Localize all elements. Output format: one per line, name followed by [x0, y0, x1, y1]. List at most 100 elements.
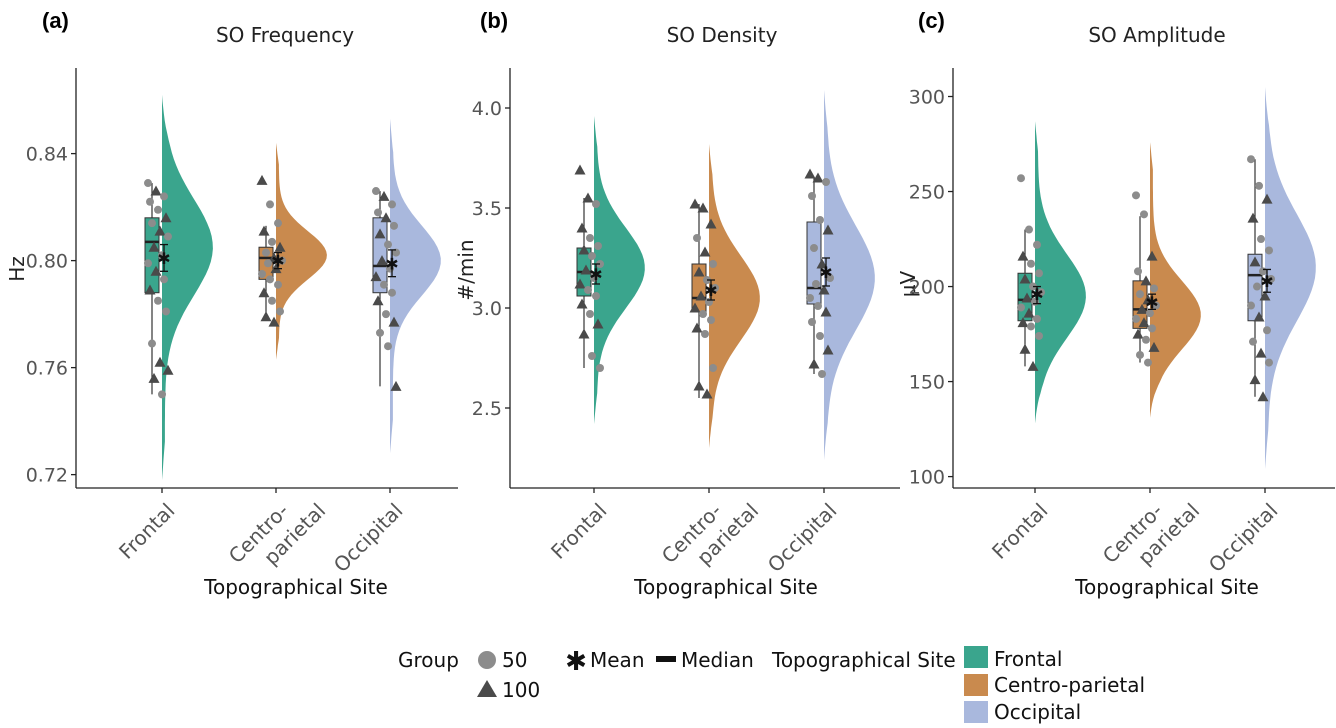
- panel-b-point-triangle: [699, 246, 711, 257]
- panel-a-xtick-label-line: Frontal: [114, 498, 179, 563]
- panel-a-point-triangle: [268, 316, 280, 327]
- panel-c-point-circle: [1017, 303, 1025, 312]
- panel-c-point-circle: [1265, 358, 1273, 367]
- panel-a-xtick-label-centro-parietal: Centro-parietal: [224, 498, 330, 569]
- panel-b-frontal-group: Frontal ✱: [546, 116, 645, 564]
- panel-a-mean-marker: ✱: [157, 249, 170, 268]
- panel-a-point-triangle: [258, 225, 270, 236]
- panel-a-point-circle: [278, 256, 286, 265]
- panel-b-point-triangle: [574, 278, 586, 289]
- panel-a-ytick-label: 0.72: [26, 465, 68, 487]
- panel-c-letter: (c): [918, 8, 945, 33]
- panel-a-point-triangle: [148, 241, 160, 252]
- panel-c-point-circle: [1136, 350, 1144, 359]
- panel-c-xlabel: Topographical Site: [1074, 575, 1259, 599]
- panel-a-point-circle: [380, 280, 388, 289]
- legend-mean-asterisk-icon: ✱: [565, 647, 587, 677]
- panel-c-point-circle: [1253, 282, 1261, 291]
- panel-c-point-triangle: [1247, 212, 1259, 223]
- panel-b-point-triangle: [705, 218, 717, 229]
- panel-a-point-triangle: [370, 271, 382, 282]
- panel-a-point-triangle: [258, 287, 270, 298]
- panel-b-xtick-label-line: Occipital: [763, 498, 842, 577]
- panel-b-point-circle: [693, 234, 701, 242]
- panel-a-point-circle: [144, 179, 152, 188]
- panel-c-point-triangle: [1142, 294, 1154, 305]
- panel-c: (c) SO Amplitude µV Topographical Site: [896, 8, 1259, 599]
- panel-c-ytick-label: 200: [909, 277, 945, 299]
- panel-c-point-triangle: [1257, 391, 1269, 402]
- panel-a-centro-parietal-group: Centro-parietal ✱: [224, 142, 330, 570]
- panel-a-point-circle: [162, 307, 170, 316]
- panel-a-point-circle: [390, 221, 398, 230]
- panel-b-point-circle: [709, 260, 717, 268]
- panel-c-point-circle: [1033, 314, 1041, 323]
- panel-a-point-circle: [266, 275, 274, 284]
- legend: Group 50 100 ✱ Mean Median Topographical…: [398, 646, 1145, 724]
- panel-c-point-triangle: [1021, 292, 1033, 303]
- panel-c-xtick-label-occipital: Occipital: [1204, 498, 1283, 577]
- panel-b-xtick-label-frontal: Frontal: [546, 498, 611, 563]
- panel-b-point-circle: [592, 200, 600, 208]
- panel-b-point-triangle: [689, 198, 701, 209]
- panel-b-point-triangle: [808, 358, 820, 369]
- panel-a-letter: (a): [42, 8, 69, 33]
- panel-c-point-circle: [1263, 326, 1271, 335]
- panel-b-point-circle: [818, 370, 826, 378]
- panel-c-point-circle: [1247, 155, 1255, 164]
- panel-c-point-circle: [1142, 335, 1150, 344]
- panel-b-ytick-label: 3.0: [472, 298, 502, 320]
- panel-b-xlabel: Topographical Site: [633, 575, 818, 599]
- panel-b-point-circle: [584, 286, 592, 294]
- panel-b-point-triangle: [695, 290, 707, 301]
- panel-a-point-circle: [372, 187, 380, 196]
- legend-group-50: 50: [502, 648, 527, 672]
- panel-b-point-triangle: [818, 284, 830, 295]
- panel-a-ylabel: Hz: [5, 256, 29, 282]
- panel-a-point-circle: [154, 205, 162, 214]
- legend-median-dash-icon: [656, 656, 676, 662]
- panel-c-point-triangle: [1259, 290, 1271, 301]
- panel-b-point-circle: [810, 244, 818, 252]
- panel-a-point-triangle: [378, 190, 390, 201]
- panel-b-violin-frontal: [594, 116, 645, 424]
- panel-c-point-circle: [1027, 322, 1035, 331]
- panel-a-xtick-label-frontal: Frontal: [114, 498, 179, 563]
- panel-c-xtick-label-frontal: Frontal: [987, 498, 1052, 563]
- panel-a-point-circle: [374, 208, 382, 217]
- panel-c-point-triangle: [1148, 341, 1160, 352]
- panel-b-point-triangle: [592, 318, 604, 329]
- panel-b-mean-marker: ✱: [704, 281, 717, 300]
- panel-a-point-triangle: [374, 228, 386, 239]
- panel-a-point-circle: [388, 288, 396, 297]
- panel-b-point-circle: [586, 310, 594, 318]
- panel-a-point-circle: [384, 240, 392, 249]
- panel-b-point-circle: [816, 332, 824, 340]
- panel-c-point-triangle: [1249, 374, 1261, 385]
- panel-b-point-circle: [588, 252, 596, 260]
- panel-a-point-triangle: [148, 372, 160, 383]
- panel-b-point-triangle: [576, 298, 588, 309]
- panel-a-mean-marker: ✱: [271, 252, 284, 271]
- panel-a-ytick-label: 0.80: [26, 251, 68, 273]
- panel-c-occipital-group: Occipital ✱: [1204, 87, 1316, 577]
- panel-b-ylabel: #/min: [454, 239, 478, 300]
- panel-b-point-circle: [808, 318, 816, 326]
- panel-c-point-triangle: [1027, 360, 1039, 371]
- legend-mean-label: Mean: [590, 648, 645, 672]
- legend-triangle-marker: [477, 680, 497, 697]
- panel-a-point-triangle: [380, 212, 392, 223]
- panel-b-violin-occipital: [824, 90, 875, 460]
- panel-c-point-circle: [1148, 324, 1156, 333]
- panel-c-mean-marker: ✱: [1030, 285, 1043, 304]
- panel-c-point-circle: [1152, 301, 1160, 310]
- panel-c-point-circle: [1132, 314, 1140, 323]
- panel-a-point-circle: [164, 232, 172, 241]
- panel-a-ytick-label: 0.76: [26, 358, 68, 380]
- panel-b-point-triangle: [576, 222, 588, 233]
- legend-circle-marker: [478, 651, 496, 669]
- panel-a-point-circle: [274, 219, 282, 228]
- panel-a-point-triangle: [260, 311, 272, 322]
- panel-c-ylabel: µV: [896, 270, 920, 297]
